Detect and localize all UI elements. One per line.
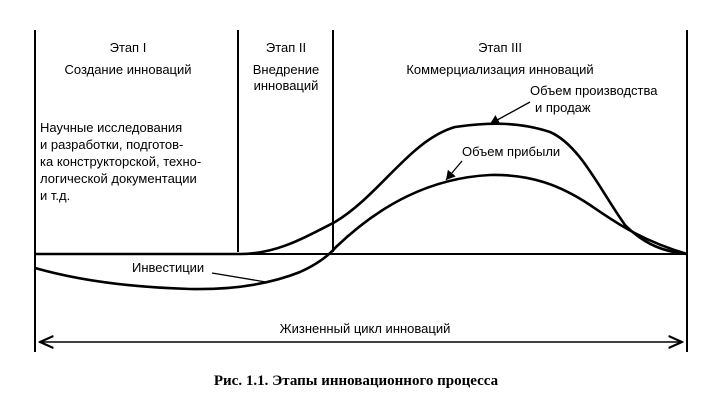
investment-label: Инвестиции <box>132 260 204 275</box>
sales-curve-label-line1: Объем производства <box>530 83 658 98</box>
stage2-name-line2: инноваций <box>254 78 319 93</box>
profit-investment-curve <box>34 173 688 291</box>
sales-volume-curve <box>35 122 688 256</box>
investment-label-pointer <box>211 272 267 283</box>
stage3-title: Этап III <box>478 40 522 55</box>
sales-label-pointer <box>489 101 531 125</box>
stage1-description-line2: и разработки, подготов- <box>40 137 183 152</box>
lifecycle-label: Жизненный цикл инноваций <box>280 321 451 336</box>
lifecycle-label-background <box>258 320 472 338</box>
stage2-name-line1: Внедрение <box>253 62 320 77</box>
stage1-description-line1: Научные исследования <box>40 120 182 135</box>
stage3-name: Коммерциализация инноваций <box>406 62 593 77</box>
stage2-title: Этап II <box>266 40 306 55</box>
figure-caption: Рис. 1.1. Этапы инновационного процесса <box>214 373 499 389</box>
profit-label-pointer <box>445 160 463 181</box>
sales-curve-label-line2: и продаж <box>535 100 591 115</box>
stage1-description-line5: и т.д. <box>40 188 70 203</box>
stage1-title: Этап I <box>110 40 147 55</box>
profit-curve-label: Объем прибыли <box>462 144 560 159</box>
stage1-description-line4: логической документации <box>40 171 197 186</box>
stage1-description-line3: ка конструкторской, техно- <box>40 154 201 169</box>
stage1-name: Создание инноваций <box>64 62 191 77</box>
